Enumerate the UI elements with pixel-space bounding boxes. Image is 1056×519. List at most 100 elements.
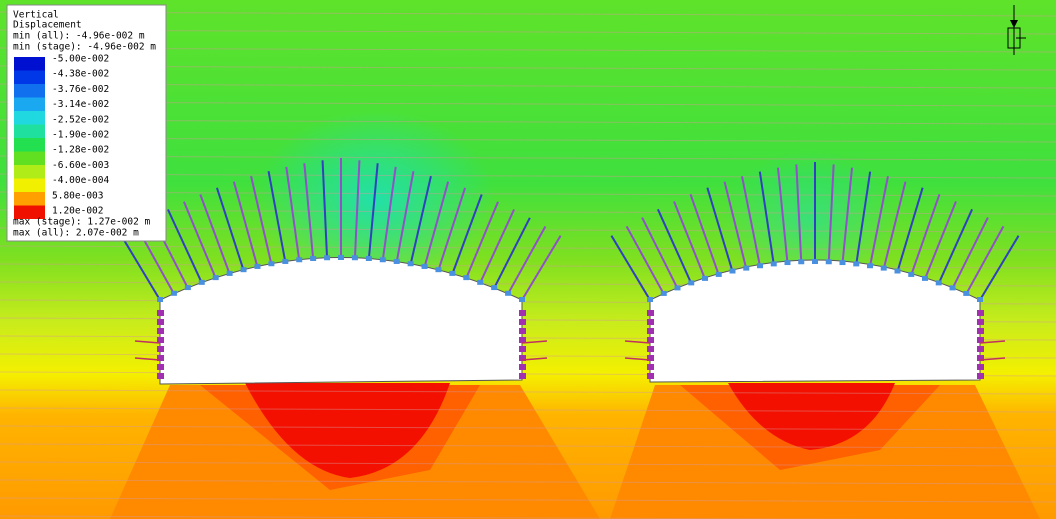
bolt [776, 167, 789, 264]
mesh-line [0, 155, 1056, 161]
liner [157, 355, 164, 361]
liner [254, 263, 261, 269]
mesh-line [0, 29, 1056, 35]
bolt [924, 201, 957, 280]
liner [519, 373, 526, 379]
bolt [869, 176, 889, 267]
liner [519, 346, 526, 352]
legend-label: -4.38e-002 [52, 69, 109, 80]
legend-min: min (stage): -4.96e-002 m [13, 42, 156, 53]
liner [296, 257, 303, 263]
legend-swatch [14, 84, 45, 98]
liner [798, 259, 805, 265]
liner [935, 280, 942, 286]
liner [463, 275, 470, 281]
legend-label: -1.90e-002 [52, 130, 109, 141]
bolt [183, 201, 217, 279]
liner [743, 265, 750, 271]
bolt [437, 187, 467, 271]
bolt [795, 164, 803, 263]
bolt [758, 171, 775, 265]
liner [715, 271, 722, 277]
liner [519, 319, 526, 325]
legend-swatch [14, 138, 45, 152]
liner [977, 328, 984, 334]
legend-swatch [14, 57, 45, 71]
liner [157, 346, 164, 352]
red-zone [728, 383, 895, 450]
liner [660, 290, 667, 296]
bolt [521, 357, 548, 361]
liner [519, 355, 526, 361]
legend-label: -6.60e-003 [52, 160, 109, 171]
liner [825, 259, 832, 265]
liner [268, 261, 275, 267]
liner [757, 263, 763, 269]
legend-label: 1.20e-002 [52, 206, 103, 217]
bolt [689, 193, 720, 276]
liner [421, 263, 428, 269]
liner [449, 270, 456, 276]
mesh-line [0, 11, 1056, 17]
bolt [409, 175, 432, 265]
liner [647, 297, 653, 302]
legend-swatch [14, 192, 45, 206]
liner [977, 364, 984, 370]
bolt [167, 209, 203, 284]
legend-title: Vertical [13, 10, 59, 21]
legend-label: 5.80e-003 [52, 190, 103, 201]
bolt [521, 235, 562, 301]
bolt [451, 194, 483, 275]
legend-label: -3.14e-002 [52, 99, 109, 110]
liner [310, 255, 317, 261]
liner [839, 260, 846, 266]
liner [491, 285, 498, 291]
mesh-line [0, 173, 1056, 179]
mesh-line [0, 443, 1056, 449]
mesh-line [0, 137, 1056, 143]
red-zone [245, 383, 450, 478]
bolt [285, 166, 301, 261]
bolt [199, 194, 231, 275]
liner [977, 355, 984, 361]
bolts [120, 158, 1020, 379]
bolt [827, 164, 835, 263]
legend-swatch [14, 178, 45, 192]
liner [184, 285, 191, 291]
bolt [951, 217, 989, 289]
bolt [625, 225, 665, 295]
mesh-line [0, 407, 1056, 413]
liner [324, 255, 331, 261]
mesh-line [0, 389, 1056, 395]
legend-labels: -5.00e-002 -4.38e-002 -3.76e-002 -3.14e-002… [52, 54, 109, 217]
mesh-line [0, 65, 1056, 71]
bolt [232, 181, 259, 268]
bolt [979, 340, 1006, 344]
liner [212, 275, 219, 281]
bolt [965, 225, 1005, 295]
bolt [250, 175, 273, 265]
liner [963, 290, 970, 296]
bolt [303, 163, 315, 260]
legend-swatch [14, 205, 45, 219]
legend: Vertical Displacement min (all): -4.96e-… [6, 4, 167, 242]
mesh [0, 11, 1056, 519]
bolt [624, 357, 651, 361]
liner [784, 260, 791, 266]
bolt [882, 181, 907, 269]
mesh-line [0, 101, 1056, 107]
liner [519, 297, 525, 302]
liner [867, 263, 873, 269]
liner [647, 373, 654, 379]
mesh-line [0, 479, 1056, 485]
liner [880, 265, 887, 271]
mesh-line [0, 515, 925, 519]
liner [170, 290, 177, 296]
bolt [134, 340, 161, 344]
liner [519, 337, 526, 343]
bolt [641, 217, 679, 289]
legend-title: Displacement [13, 20, 82, 31]
liner [977, 337, 984, 343]
bolt [134, 357, 161, 361]
liner [519, 328, 526, 334]
